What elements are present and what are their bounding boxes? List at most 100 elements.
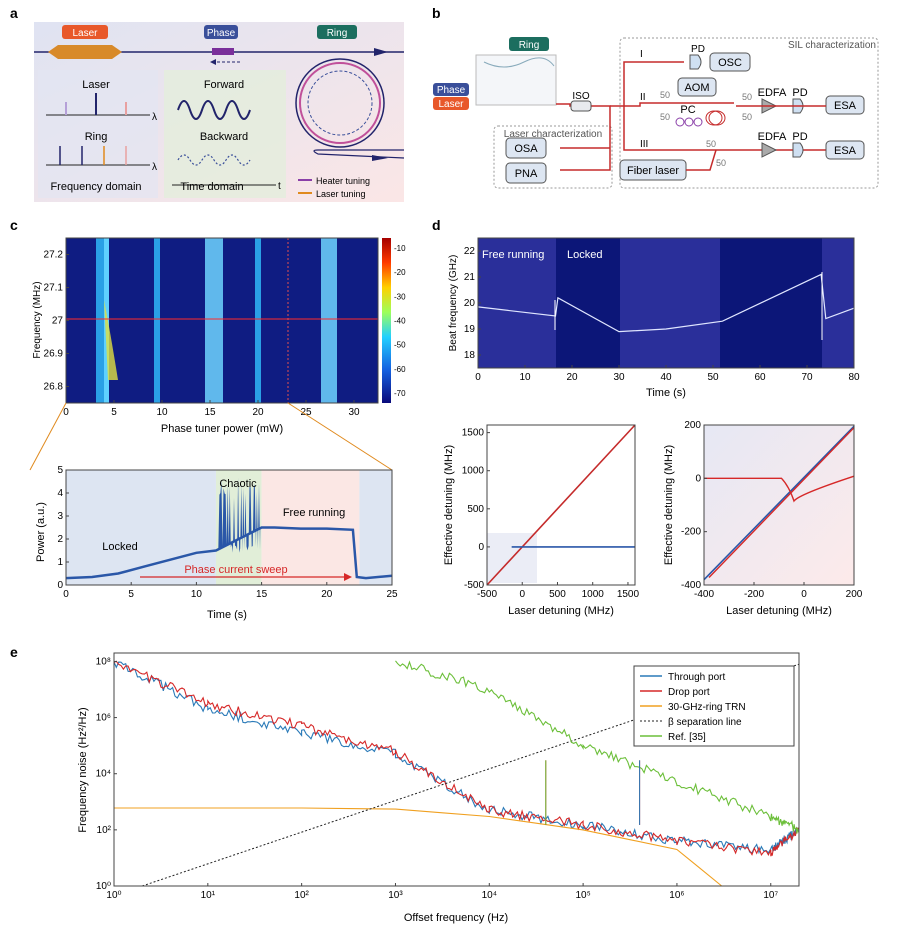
x-tick-label: 10² xyxy=(294,890,309,901)
y-tick-label: 27 xyxy=(52,316,64,327)
branch-II: II xyxy=(640,92,646,103)
d-right-xlabel: Laser detuning (MHz) xyxy=(726,605,832,617)
pd3-icon xyxy=(793,143,803,157)
x-tick-label: 0 xyxy=(475,372,481,383)
x-tick-label: 10 xyxy=(519,372,531,383)
y-tick-label: -500 xyxy=(464,580,484,591)
x-tick-label: 0 xyxy=(63,407,69,418)
laser-label: Laser xyxy=(82,79,110,91)
laser-tag-label: Laser xyxy=(72,28,98,39)
y-tick-label: 27.1 xyxy=(44,283,64,294)
panel-letter-d: d xyxy=(432,217,441,233)
phase-tag-label: Phase xyxy=(207,28,236,39)
edfa2-icon xyxy=(762,143,776,157)
spectrogram-band xyxy=(321,238,337,403)
legend-through: Through port xyxy=(668,672,725,683)
y-tick-label: -200 xyxy=(681,527,701,538)
spectrogram-band xyxy=(96,238,104,403)
y-tick-label: 1 xyxy=(57,557,63,568)
aom-label: AOM xyxy=(684,82,709,94)
split-label: 50 xyxy=(660,112,670,122)
x-tick-label: 1000 xyxy=(582,589,605,600)
pc-label: PC xyxy=(680,104,695,116)
ring-tag-label: Ring xyxy=(327,28,348,39)
y-tick-label: 19 xyxy=(464,324,476,335)
colorbar xyxy=(382,238,391,403)
c-top-ylabel: Frequency (MHz) xyxy=(32,281,43,358)
d-top-ylabel: Beat frequency (GHz) xyxy=(448,255,459,352)
x-tick-label: 10¹ xyxy=(201,890,216,901)
colorbar-tick-label: -20 xyxy=(394,268,406,277)
x-tick-label: 5 xyxy=(128,589,134,600)
y-tick-label: 10⁶ xyxy=(96,713,111,724)
zoom-line xyxy=(288,403,392,470)
x-tick-label: 0 xyxy=(63,589,69,600)
zoom-line xyxy=(30,403,66,470)
panel-a: Laser Phase Ring Laser λ Ring λ Frequenc… xyxy=(34,22,404,202)
x-tick-label: 60 xyxy=(754,372,766,383)
y-tick-label: 0 xyxy=(478,542,484,553)
pna-label: PNA xyxy=(515,168,538,180)
split-label: 50 xyxy=(742,112,752,122)
lambda-2: λ xyxy=(152,162,157,173)
x-tick-label: 15 xyxy=(204,407,216,418)
edfa1-label: EDFA xyxy=(758,87,787,99)
legend-beta: β separation line xyxy=(668,717,742,728)
panel-c-top: 0 5 10 15 20 25 30 27.2 27.1 27 26.9 26.8 -10 -20 -30… xyxy=(30,238,406,470)
y-tick-label: 3 xyxy=(57,511,63,522)
d-top-xlabel: Time (s) xyxy=(646,387,686,399)
x-tick-label: 40 xyxy=(660,372,672,383)
esa1-label: ESA xyxy=(834,100,857,112)
x-tick-label: 20 xyxy=(566,372,578,383)
fiber-laser-label: Fiber laser xyxy=(627,165,679,177)
pd2-label: PD xyxy=(792,87,807,99)
e-legend: Through port Drop port 30-GHz-ring TRN β… xyxy=(634,666,794,746)
e-ylabel: Frequency noise (Hz²/Hz) xyxy=(77,707,89,832)
x-tick-label: 1500 xyxy=(617,589,640,600)
split-label: 50 xyxy=(716,158,726,168)
colorbar-tick-label: -60 xyxy=(394,365,406,374)
legend-drop: Drop port xyxy=(668,687,710,698)
y-tick-label: 10⁸ xyxy=(96,656,111,667)
colorbar-tick-label: -50 xyxy=(394,341,406,350)
phase-heater xyxy=(212,48,234,55)
y-tick-label: 18 xyxy=(464,350,476,361)
x-tick-label: 10⁵ xyxy=(575,890,590,901)
x-tick-label: 0 xyxy=(519,589,525,600)
split-label: 50 xyxy=(742,92,752,102)
panel-letter-a: a xyxy=(10,5,18,21)
y-tick-label: 20 xyxy=(464,298,476,309)
legend-heater: Heater tuning xyxy=(316,176,370,186)
panel-letter-b: b xyxy=(432,5,441,21)
time-domain-label: Time domain xyxy=(180,181,243,193)
phase-tag-b-label: Phase xyxy=(437,85,466,96)
panel-letter-c: c xyxy=(10,217,18,233)
y-tick-label: -400 xyxy=(681,580,701,591)
y-tick-label: 0 xyxy=(695,473,701,484)
y-tick-label: 21 xyxy=(464,272,476,283)
pd3-label: PD xyxy=(792,131,807,143)
x-tick-label: 20 xyxy=(321,589,333,600)
x-tick-label: 25 xyxy=(386,589,398,600)
osc-label: OSC xyxy=(718,57,742,69)
d-left-ylabel: Effective detuning (MHz) xyxy=(443,445,455,565)
panel-d-right: -400 -200 0 2002000-200-400 Effective detun… xyxy=(663,420,863,617)
y-tick-label: 500 xyxy=(467,504,484,515)
free-running-label-d: Free running xyxy=(482,249,544,261)
forward-label: Forward xyxy=(204,79,244,91)
delay-fiber-icon xyxy=(706,111,725,125)
y-tick-label: 1000 xyxy=(462,466,485,477)
y-tick-label: 10² xyxy=(97,825,112,836)
panel-c-bottom: 0 5 10 15 20 25 0 1 2 3 4 5 Locked Chaotic Free run… xyxy=(35,465,398,621)
panel-d-top: 0 10 20 30 40 50 60 70 80 22 21 20 19 18 Free running… xyxy=(448,238,860,399)
x-tick-label: 50 xyxy=(707,372,719,383)
c-bottom-xlabel: Time (s) xyxy=(207,609,247,621)
ring-label: Ring xyxy=(85,131,108,143)
x-tick-label: 10³ xyxy=(388,890,403,901)
sweep-label: Phase current sweep xyxy=(184,564,287,576)
branch-I: I xyxy=(640,49,643,60)
fiber-sil xyxy=(610,62,734,150)
d-right-ylabel: Effective detuning (MHz) xyxy=(663,445,675,565)
locked-region xyxy=(359,470,392,585)
y-tick-label: 10⁴ xyxy=(96,769,111,780)
